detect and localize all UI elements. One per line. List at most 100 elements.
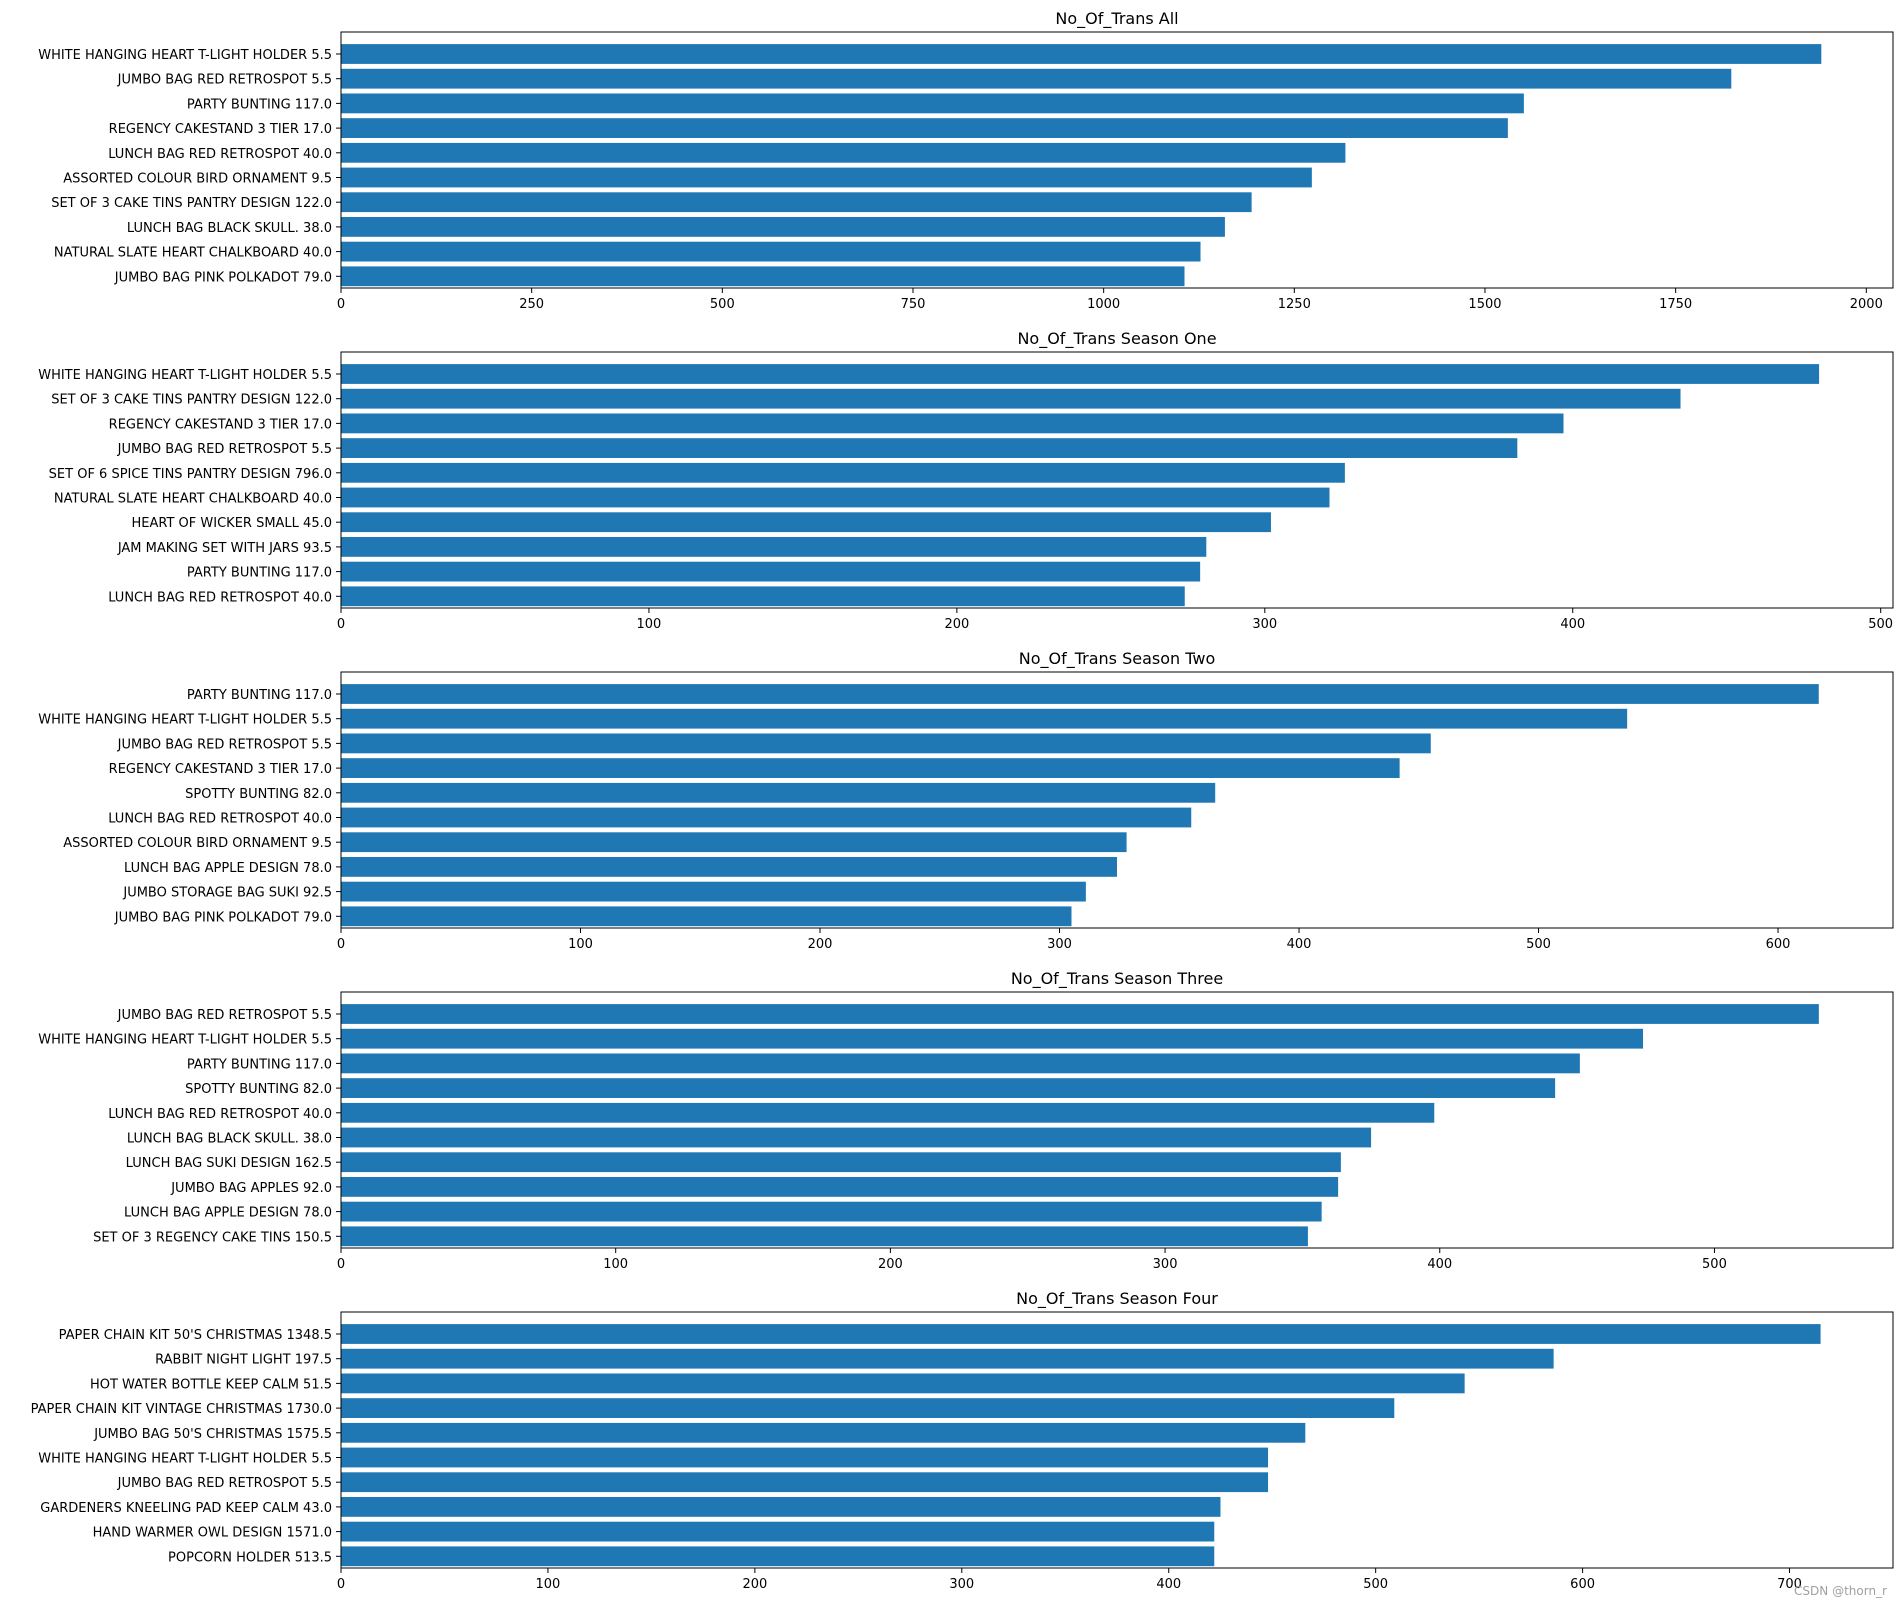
- bar: [341, 1398, 1395, 1418]
- bar: [341, 512, 1271, 533]
- y-tick-label: PARTY BUNTING 117.0: [187, 1057, 332, 1072]
- bar: [341, 487, 1330, 508]
- x-tick-label: 200: [742, 1577, 767, 1592]
- y-tick-label: RABBIT NIGHT LIGHT 197.5: [155, 1353, 332, 1368]
- axes-frame: [340, 991, 1894, 1249]
- x-tick-label: 300: [1153, 1257, 1178, 1272]
- bar: [341, 733, 1431, 754]
- y-tick-label: JUMBO BAG RED RETROSPOT 5.5: [117, 442, 332, 457]
- x-tick-label: 750: [901, 297, 926, 312]
- x-tick-label: 400: [1156, 1577, 1181, 1592]
- subplot-2: No_Of_Trans Season One LUNCH BAG RED RETR…: [38, 329, 1894, 632]
- x-tick-label: 2000: [1850, 297, 1883, 312]
- x-tick-label: 100: [603, 1257, 628, 1272]
- y-tick-label: SPOTTY BUNTING 82.0: [185, 787, 332, 802]
- chart-title: No_Of_Trans Season Two: [1019, 649, 1216, 669]
- bar: [341, 167, 1312, 188]
- bar: [341, 1472, 1269, 1493]
- bar: [341, 1053, 1580, 1074]
- axes-frame: [340, 351, 1894, 609]
- bar: [341, 1447, 1269, 1468]
- x-tick-label: 500: [1363, 1577, 1388, 1592]
- y-tick-label: PARTY BUNTING 117.0: [187, 566, 332, 581]
- y-tick-label: JUMBO BAG RED RETROSPOT 5.5: [117, 1008, 332, 1023]
- subplot-4: No_Of_Trans Season Three SET OF 3 REGENCY…: [38, 969, 1894, 1272]
- bar: [341, 1373, 1465, 1394]
- y-tick-label: HOT WATER BOTTLE KEEP CALM 51.5: [90, 1377, 332, 1392]
- watermark: CSDN @thorn_r: [1794, 1584, 1887, 1598]
- x-tick-label: 1250: [1278, 297, 1311, 312]
- bar: [341, 1102, 1435, 1123]
- x-tick-label: 0: [337, 617, 345, 632]
- bar: [341, 1152, 1341, 1173]
- x-tick-label: 100: [536, 1577, 561, 1592]
- x-tick-label: 200: [878, 1257, 903, 1272]
- y-tick-label: LUNCH BAG RED RETROSPOT 40.0: [108, 147, 332, 162]
- y-tick-label: WHITE HANGING HEART T-LIGHT HOLDER 5.5: [38, 713, 332, 728]
- bar: [341, 217, 1225, 237]
- y-tick-label: NATURAL SLATE HEART CHALKBOARD 40.0: [54, 492, 332, 507]
- x-tick-label: 0: [337, 1577, 345, 1592]
- bar: [341, 807, 1192, 828]
- y-tick-label: WHITE HANGING HEART T-LIGHT HOLDER 5.5: [38, 368, 332, 383]
- bar: [341, 537, 1207, 557]
- bar: [341, 586, 1185, 607]
- y-tick-label: SPOTTY BUNTING 82.0: [185, 1082, 332, 1097]
- bar: [341, 857, 1117, 877]
- x-tick-label: 400: [1427, 1257, 1452, 1272]
- bar: [341, 118, 1508, 138]
- bar: [341, 881, 1086, 902]
- y-tick-label: LUNCH BAG APPLE DESIGN 78.0: [124, 861, 332, 876]
- y-tick-label: LUNCH BAG SUKI DESIGN 162.5: [126, 1156, 332, 1171]
- y-tick-label: GARDENERS KNEELING PAD KEEP CALM 43.0: [40, 1501, 332, 1516]
- x-tick-label: 500: [1702, 1257, 1727, 1272]
- y-tick-label: JUMBO BAG APPLES 92.0: [170, 1181, 332, 1196]
- y-tick-label: JUMBO BAG RED RETROSPOT 5.5: [117, 1476, 332, 1491]
- y-tick-label: HAND WARMER OWL DESIGN 1571.0: [93, 1526, 332, 1541]
- bar: [341, 708, 1628, 729]
- y-tick-label: REGENCY CAKESTAND 3 TIER 17.0: [109, 417, 332, 432]
- bar: [341, 1422, 1306, 1443]
- x-tick-label: 0: [337, 937, 345, 952]
- x-tick-label: 0: [337, 297, 345, 312]
- y-tick-label: SET OF 3 REGENCY CAKE TINS 150.5: [93, 1230, 332, 1245]
- y-tick-label: PAPER CHAIN KIT VINTAGE CHRISTMAS 1730.0: [31, 1402, 332, 1417]
- x-tick-label: 100: [637, 617, 662, 632]
- x-tick-label: 0: [337, 1257, 345, 1272]
- y-tick-label: LUNCH BAG RED RETROSPOT 40.0: [108, 590, 332, 605]
- y-tick-label: REGENCY CAKESTAND 3 TIER 17.0: [109, 122, 332, 137]
- x-tick-label: 600: [1570, 1577, 1595, 1592]
- y-tick-label: LUNCH BAG BLACK SKULL. 38.0: [127, 1132, 332, 1147]
- bar: [341, 68, 1732, 89]
- bar: [341, 561, 1201, 582]
- y-tick-label: LUNCH BAG APPLE DESIGN 78.0: [124, 1206, 332, 1221]
- y-tick-label: HEART OF WICKER SMALL 45.0: [132, 516, 332, 531]
- bar: [341, 1028, 1644, 1049]
- y-tick-label: REGENCY CAKESTAND 3 TIER 17.0: [109, 762, 332, 777]
- x-tick-label: 500: [710, 297, 735, 312]
- x-tick-label: 300: [1047, 937, 1072, 952]
- bar: [341, 684, 1819, 704]
- y-tick-label: JUMBO STORAGE BAG SUKI 92.5: [122, 886, 332, 901]
- x-tick-label: 500: [1868, 617, 1893, 632]
- y-tick-label: NATURAL SLATE HEART CHALKBOARD 40.0: [54, 246, 332, 261]
- x-tick-label: 400: [1560, 617, 1585, 632]
- bar: [341, 758, 1400, 778]
- chart-title: No_Of_Trans Season Four: [1016, 1289, 1218, 1309]
- y-tick-label: JAM MAKING SET WITH JARS 93.5: [117, 541, 332, 556]
- y-tick-label: WHITE HANGING HEART T-LIGHT HOLDER 5.5: [38, 1452, 332, 1467]
- bar: [341, 1078, 1556, 1098]
- y-tick-label: JUMBO BAG PINK POLKADOT 79.0: [114, 270, 332, 285]
- x-tick-label: 1500: [1468, 297, 1501, 312]
- x-tick-label: 100: [568, 937, 593, 952]
- y-tick-label: ASSORTED COLOUR BIRD ORNAMENT 9.5: [63, 836, 332, 851]
- bar: [341, 142, 1346, 163]
- bar: [341, 1497, 1221, 1517]
- x-tick-label: 300: [949, 1577, 974, 1592]
- bar: [341, 906, 1072, 927]
- bar: [341, 782, 1216, 803]
- x-tick-label: 300: [1252, 617, 1277, 632]
- x-tick-label: 600: [1766, 937, 1791, 952]
- x-tick-label: 250: [519, 297, 544, 312]
